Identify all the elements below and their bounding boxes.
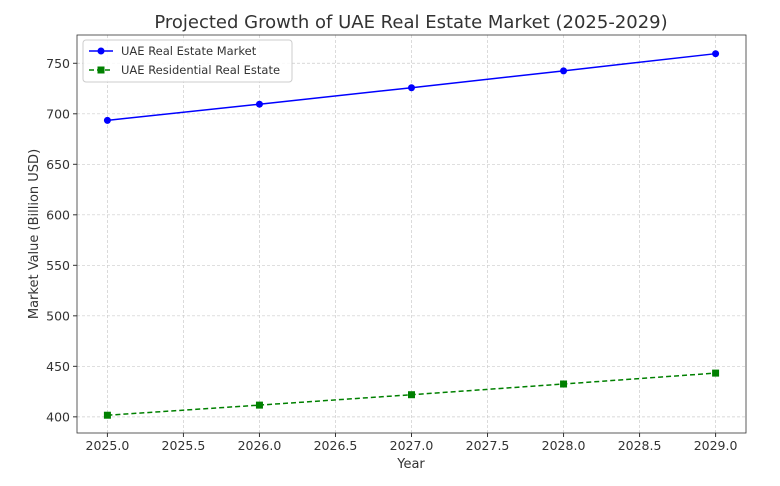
data-point [560,67,568,75]
legend-marker-1 [97,66,105,74]
y-tick-label: 550 [46,258,70,273]
x-axis-label: Year [396,457,425,472]
legend: UAE Real Estate Market UAE Residential R… [82,39,293,83]
y-tick-label: 500 [46,308,70,323]
data-point [560,380,568,388]
x-tick-label: 2027.0 [390,438,434,453]
x-tick-label: 2026.5 [314,438,358,453]
plot-frame [76,34,747,434]
data-point [408,391,415,399]
legend-label-1: UAE Residential Real Estate [121,63,280,77]
y-tick-label: 600 [46,207,70,222]
data-point [255,401,263,409]
x-tick-label: 2025.0 [86,438,130,453]
data-point [255,100,263,108]
y-tick-label: 650 [46,157,70,172]
y-axis: 400 450 500 550 600 650 700 750 [46,56,77,424]
data-point [103,116,111,124]
legend-marker-0 [97,47,105,55]
y-axis-label: Market Value (Billion USD) [27,149,42,319]
data-point [408,84,415,92]
x-axis: 2025.0 2025.5 2026.0 2026.5 2027.0 2027.5 2028… [86,433,738,453]
y-tick-label: 750 [46,56,70,71]
x-tick-label: 2028.5 [618,438,662,453]
x-tick-label: 2027.5 [466,438,510,453]
data-point [712,50,720,58]
data-point [103,411,111,419]
x-tick-label: 2026.0 [238,438,282,453]
grid [77,35,746,433]
y-tick-label: 700 [46,106,70,121]
data-point [712,369,720,377]
chart-title: Projected Growth of UAE Real Estate Mark… [154,12,667,33]
legend-box [82,39,293,83]
x-tick-label: 2028.0 [542,438,586,453]
series-group [103,50,720,419]
x-tick-label: 2025.5 [162,438,206,453]
legend-label-0: UAE Real Estate Market [121,44,257,58]
y-tick-label: 450 [46,359,70,374]
y-tick-label: 400 [46,409,70,424]
x-tick-label: 2029.0 [694,438,738,453]
